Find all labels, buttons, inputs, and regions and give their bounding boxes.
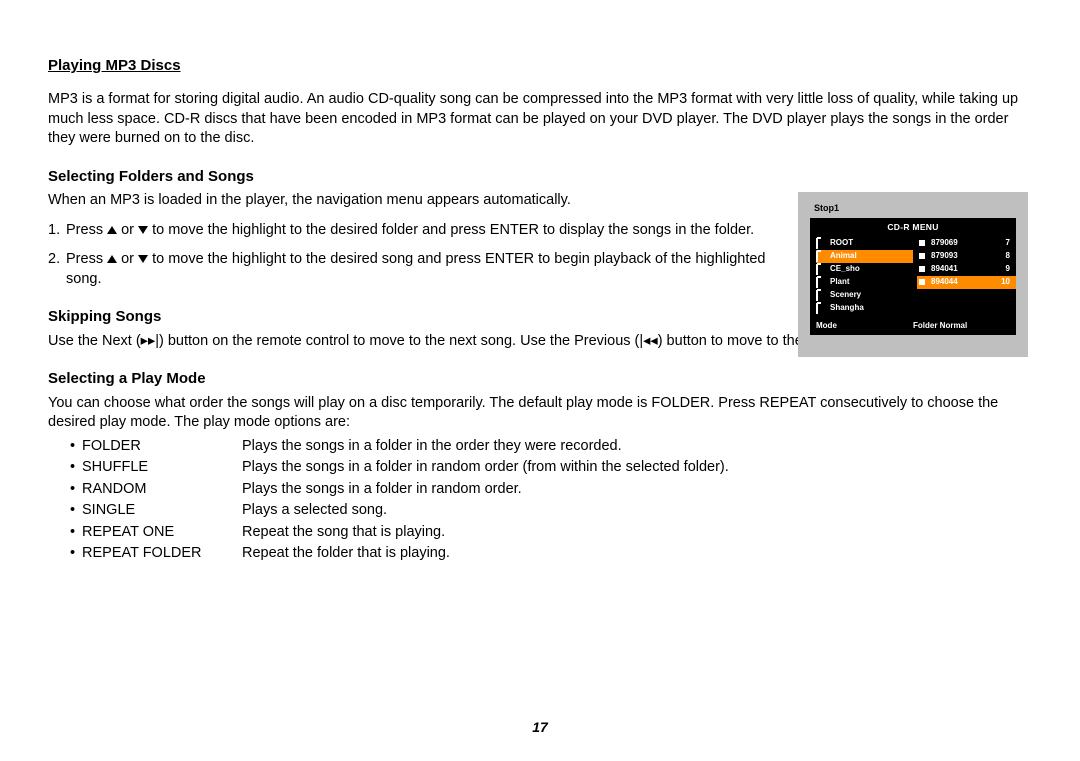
menu-folder-row[interactable]: Scenery — [816, 289, 913, 302]
play-mode-item: •REPEAT ONERepeat the song that is playi… — [70, 523, 1032, 543]
next-icon: ▸▸| — [141, 333, 159, 349]
heading-play-mode: Selecting a Play Mode — [48, 369, 1032, 389]
play-mode-list: •FOLDERPlays the songs in a folder in th… — [48, 437, 1032, 564]
intro-paragraph: MP3 is a format for storing digital audi… — [48, 90, 1032, 149]
mode-value: Folder Normal — [913, 321, 1010, 332]
folder-icon — [816, 239, 826, 247]
folder-icon — [816, 291, 826, 299]
mode-desc: Repeat the song that is playing. — [242, 523, 1032, 543]
menu-folders-column: ROOT Animal CE_sho Plant Scenery Shangha — [810, 237, 913, 315]
file-icon — [919, 240, 925, 246]
file-label: 894044 — [931, 277, 998, 288]
play-mode-item: •SHUFFLEPlays the songs in a folder in r… — [70, 458, 1032, 478]
menu-folder-row[interactable]: Animal — [816, 250, 913, 263]
up-arrow-icon — [107, 255, 117, 263]
step1-pre: Press — [66, 222, 107, 238]
mode-name: SINGLE — [82, 501, 242, 521]
step-1: 1. Press or to move the highlight to the… — [48, 221, 788, 241]
menu-folder-row[interactable]: Plant — [816, 276, 913, 289]
step2-post: to move the highlight to the desired son… — [66, 251, 766, 287]
mode-name: SHUFFLE — [82, 458, 242, 478]
step-number: 1. — [48, 221, 66, 241]
step-2: 2. Press or to move the highlight to the… — [48, 250, 788, 289]
mode-desc: Plays the songs in a folder in the order… — [242, 437, 1032, 457]
menu-folder-row[interactable]: CE_sho — [816, 263, 913, 276]
heading-selecting-folders: Selecting Folders and Songs — [48, 167, 1032, 187]
step-text: Press or to move the highlight to the de… — [66, 250, 788, 289]
step-text: Press or to move the highlight to the de… — [66, 221, 788, 241]
step1-mid: or — [117, 222, 138, 238]
file-label: 879069 — [931, 238, 998, 249]
menu-file-row[interactable]: 8790938 — [917, 250, 1016, 263]
mode-label: Mode — [816, 321, 913, 332]
bullet: • — [70, 501, 82, 521]
bullet: • — [70, 458, 82, 478]
step2-pre: Press — [66, 251, 107, 267]
file-number: 8 — [998, 251, 1016, 262]
menu-folder-row[interactable]: ROOT — [816, 237, 913, 250]
mode-desc: Plays the songs in a folder in random or… — [242, 480, 1032, 500]
bullet: • — [70, 437, 82, 457]
file-number: 9 — [998, 264, 1016, 275]
file-icon — [919, 279, 925, 285]
mode-name: RANDOM — [82, 480, 242, 500]
folder-icon — [816, 304, 826, 312]
file-number: 10 — [998, 277, 1016, 288]
step1-post: to move the highlight to the desired fol… — [148, 222, 754, 238]
skip-pre: Use the Next ( — [48, 333, 141, 349]
mode-name: REPEAT FOLDER — [82, 544, 242, 564]
mode-name: REPEAT ONE — [82, 523, 242, 543]
previous-icon: |◂◂ — [639, 333, 657, 349]
folder-icon — [816, 252, 826, 260]
bullet: • — [70, 544, 82, 564]
menu-file-row[interactable]: 8940419 — [917, 263, 1016, 276]
skip-mid: ) button on the remote control to move t… — [159, 333, 639, 349]
menu-box: CD-R MENU ROOT Animal CE_sho Plant Scenery Sh… — [810, 218, 1016, 335]
file-label: 894041 — [931, 264, 998, 275]
folder-label: Scenery — [830, 290, 913, 301]
folder-label: ROOT — [830, 238, 913, 249]
folder-icon — [816, 278, 826, 286]
menu-files-column: 87906978790938894041989404410 — [913, 237, 1016, 315]
menu-folder-row[interactable]: Shangha — [816, 302, 913, 315]
cdr-menu-panel: Stop1 CD-R MENU ROOT Animal CE_sho Plant Sce… — [798, 192, 1028, 357]
file-label: 879093 — [931, 251, 998, 262]
bullet: • — [70, 480, 82, 500]
step2-mid: or — [117, 251, 138, 267]
down-arrow-icon — [138, 255, 148, 263]
play-mode-item: •REPEAT FOLDERRepeat the folder that is … — [70, 544, 1032, 564]
folders-lead: When an MP3 is loaded in the player, the… — [48, 191, 788, 211]
folder-label: CE_sho — [830, 264, 913, 275]
play-mode-item: •FOLDERPlays the songs in a folder in th… — [70, 437, 1032, 457]
page-number: 17 — [0, 718, 1080, 737]
up-arrow-icon — [107, 226, 117, 234]
file-number: 7 — [998, 238, 1016, 249]
file-icon — [919, 253, 925, 259]
mode-desc: Plays a selected song. — [242, 501, 1032, 521]
folder-icon — [816, 265, 826, 273]
folder-label: Animal — [830, 251, 913, 262]
heading-playing-mp3: Playing MP3 Discs — [48, 56, 1032, 76]
folder-label: Shangha — [830, 303, 913, 314]
file-icon — [919, 266, 925, 272]
play-mode-item: •RANDOMPlays the songs in a folder in ra… — [70, 480, 1032, 500]
bullet: • — [70, 523, 82, 543]
folder-label: Plant — [830, 277, 913, 288]
menu-file-row[interactable]: 8790697 — [917, 237, 1016, 250]
step-number: 2. — [48, 250, 66, 289]
down-arrow-icon — [138, 226, 148, 234]
mode-name: FOLDER — [82, 437, 242, 457]
play-mode-lead: You can choose what order the songs will… — [48, 394, 1032, 433]
play-mode-item: •SINGLEPlays a selected song. — [70, 501, 1032, 521]
menu-title: CD-R MENU — [810, 220, 1016, 236]
menu-file-row[interactable]: 89404410 — [917, 276, 1016, 289]
menu-status: Stop1 — [814, 202, 1016, 214]
mode-desc: Repeat the folder that is playing. — [242, 544, 1032, 564]
menu-mode-bar: Mode Folder Normal — [810, 319, 1016, 334]
mode-desc: Plays the songs in a folder in random or… — [242, 458, 1032, 478]
